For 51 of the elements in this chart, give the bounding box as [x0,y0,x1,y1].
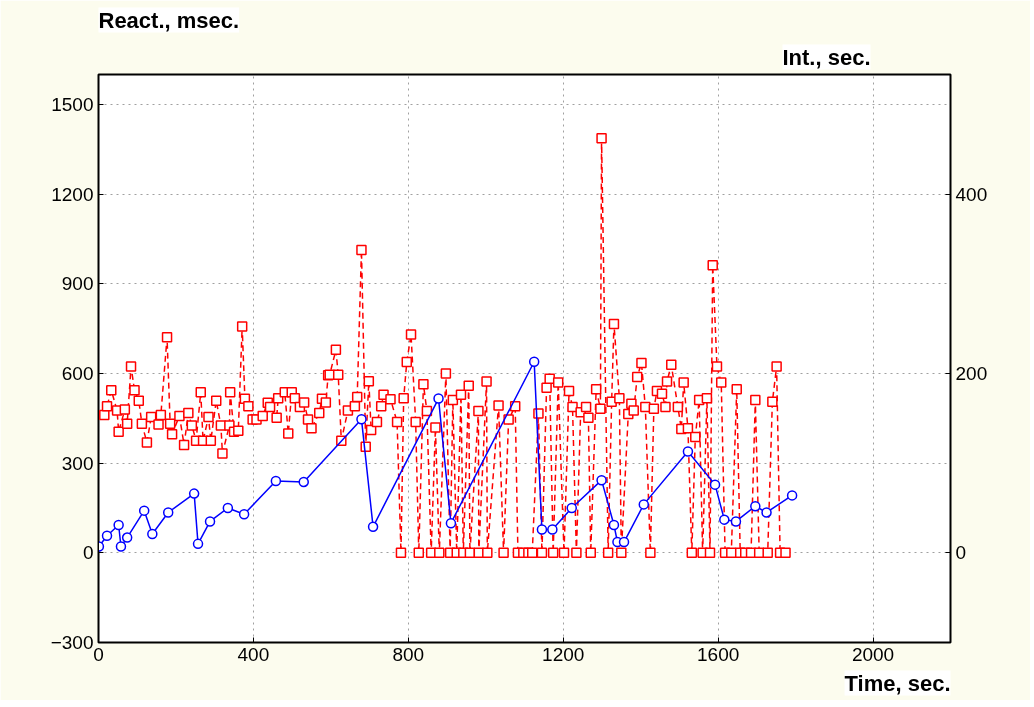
point [608,519,620,531]
point [445,517,457,529]
point [238,509,250,520]
point [367,521,379,533]
point [536,524,548,535]
y-tick-label: 1200 [51,183,94,205]
y-tick-label: 1500 [51,93,94,115]
y2-tick-label: 400 [955,183,988,205]
point [761,507,772,518]
y-tick-label: 600 [61,362,94,384]
x-tick-label: 400 [237,643,270,665]
point [115,541,127,552]
point [192,538,204,550]
y-axis-title: React., msec. [98,7,240,33]
point [719,514,730,525]
y-tick-label: −300 [50,632,94,653]
point [547,524,558,535]
y2-tick-label: 200 [955,362,988,384]
point [433,393,444,404]
point [618,536,630,548]
point [138,505,150,516]
point [682,446,694,457]
y-tick-label: 900 [61,273,94,295]
point [786,490,798,501]
x-tick-label: 2000 [851,643,895,665]
point [298,476,309,488]
point [709,479,721,490]
x-tick-label: 800 [392,643,425,665]
point [528,356,540,368]
x-axis-title: Time, sec. [844,670,951,696]
point [188,488,200,499]
y2-tick-label: 0 [955,542,967,564]
point [356,413,367,425]
point [270,475,282,487]
point [121,532,133,543]
point [730,516,742,527]
point [162,507,174,518]
point [147,528,158,540]
point [204,516,216,527]
point [222,502,234,514]
point [566,502,577,514]
y2-axis-title: Int., sec. [782,44,871,70]
point [750,500,761,512]
point [596,474,607,486]
x-tick-label: 1200 [542,643,585,665]
y-tick-label: 300 [61,452,94,474]
point [638,499,650,510]
x-tick-label: 1600 [697,643,740,665]
point [101,530,113,542]
y-tick-label: 0 [82,542,94,564]
point [113,519,124,531]
